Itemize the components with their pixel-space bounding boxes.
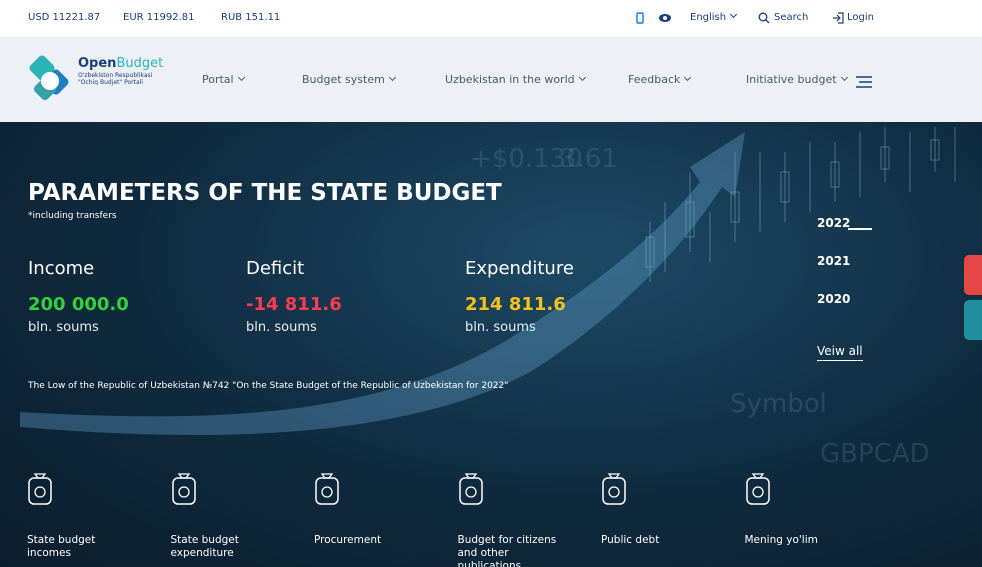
nav-item[interactable]: Feedback <box>628 73 692 86</box>
menu-icon[interactable] <box>856 76 872 88</box>
year-active-line <box>848 228 872 230</box>
logo-budget: Budget <box>116 56 164 71</box>
language[interactable]: English <box>690 10 738 23</box>
mobile-icon[interactable] <box>636 12 644 24</box>
stat-label: Deficit <box>246 258 305 279</box>
hero-note: *including transfers <box>28 211 117 221</box>
logo-line: O'zbekiston Respublikasi <box>78 72 153 79</box>
nav-label: Feedback <box>628 73 681 86</box>
top-bar: USD 11221.87 EUR 11992.81 RUB 151.11 Eng… <box>0 0 982 37</box>
tile-icon <box>171 473 196 505</box>
tile-label: State budget expenditure <box>170 534 239 559</box>
stat-label: Expenditure <box>465 258 574 279</box>
tile-icon <box>315 473 339 505</box>
nav-item[interactable]: Uzbekistan in the world <box>445 73 586 86</box>
stat-unit: bln. soums <box>465 320 536 335</box>
svg-text:Symbol: Symbol <box>730 389 827 419</box>
tile-icon <box>28 473 52 505</box>
nav-item[interactable]: Portal <box>202 73 245 86</box>
nav-item[interactable]: Initiative budget <box>746 73 848 86</box>
hero: +$0.130 3.61 Symbol GBPCAD PARAMETERS OF TH… <box>0 122 982 567</box>
year[interactable]: 2020 <box>817 292 851 306</box>
view-all[interactable]: Veiw all <box>817 344 863 361</box>
year[interactable]: 2021 <box>817 254 851 268</box>
nav-item[interactable]: Budget system <box>302 73 396 86</box>
stat-value: 200 000.0 <box>28 294 129 315</box>
logo-open: Open <box>78 56 117 71</box>
law-text: The Low of the Republic of Uzbekistan №7… <box>28 381 509 391</box>
logo-icon[interactable] <box>26 52 76 107</box>
year[interactable]: 2022 <box>817 216 851 230</box>
svg-text:3.61: 3.61 <box>560 144 618 174</box>
currency: EUR 11992.81 <box>123 12 195 23</box>
eye-icon[interactable] <box>658 13 672 23</box>
side-button[interactable] <box>964 255 982 295</box>
svg-text:+$0.130: +$0.130 <box>470 144 583 174</box>
tile-label: Procurement <box>314 534 382 546</box>
tile-label: State budget incomes <box>27 534 96 559</box>
tile[interactable]: State budget incomes <box>27 473 137 560</box>
tile[interactable]: State budget expenditure <box>170 473 281 560</box>
stat-unit: bln. soums <box>28 320 99 335</box>
nav-label: Budget system <box>302 73 385 86</box>
stat-label: Income <box>28 258 95 279</box>
search[interactable]: Search <box>774 12 809 23</box>
logo-text[interactable]: OpenBudget <box>78 56 163 71</box>
tile[interactable]: Procurement <box>314 473 424 547</box>
side-button[interactable] <box>964 300 982 340</box>
currency: USD 11221.87 <box>28 12 101 23</box>
login-icon[interactable] <box>832 12 844 24</box>
tile-label: Budget for citizens and other publicatio… <box>457 534 557 567</box>
search-icon[interactable] <box>758 12 770 24</box>
stat-value: -14 811.6 <box>246 294 342 315</box>
login[interactable]: Login <box>847 12 874 23</box>
nav-label: Uzbekistan in the world <box>445 73 575 86</box>
tile-icon <box>745 473 770 505</box>
currency: RUB 151.11 <box>221 12 281 23</box>
tile-icon <box>602 473 626 505</box>
nav-bar: OpenBudget O'zbekiston Respublikasi "Och… <box>0 37 982 122</box>
nav-label: Portal <box>202 73 234 86</box>
tile-icon <box>458 473 483 505</box>
svg-text:GBPCAD: GBPCAD <box>820 439 930 469</box>
tile[interactable]: Budget for citizens and other publicatio… <box>457 473 568 567</box>
tile[interactable]: Mening yo'lim <box>744 473 855 547</box>
stat-unit: bln. soums <box>246 320 317 335</box>
stat-value: 214 811.6 <box>465 294 566 315</box>
hero-title: PARAMETERS OF THE STATE BUDGET <box>28 180 502 206</box>
nav-label: Initiative budget <box>746 73 837 86</box>
tile-label: Mening yo'lim <box>744 534 818 546</box>
tile[interactable]: Public debt <box>601 473 711 547</box>
tile-label: Public debt <box>601 534 660 546</box>
language-label: English <box>690 12 727 23</box>
logo-line: "Ochiq Budjet" Portali <box>78 79 143 86</box>
